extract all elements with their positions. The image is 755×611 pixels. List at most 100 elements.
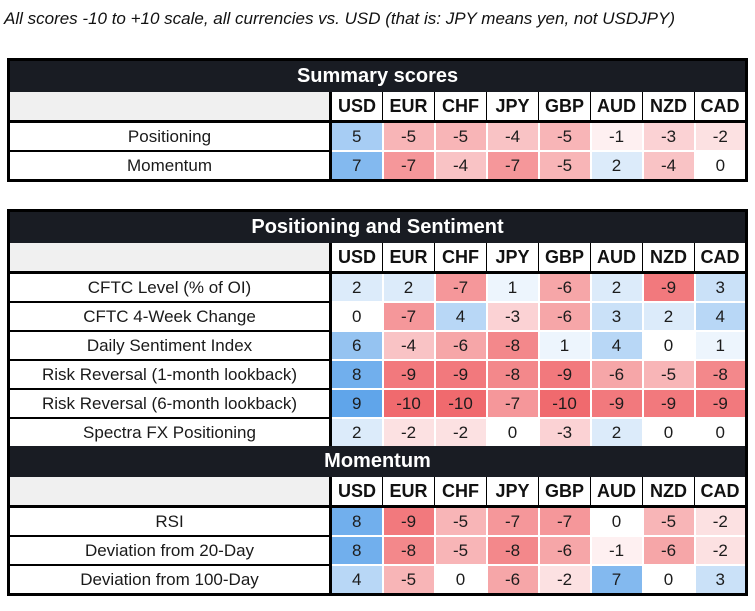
score-cell-eur-deviation-from-20-day: -8 — [381, 535, 435, 565]
score-cell-gbp-risk-reversal-1-month-lookback: -9 — [537, 359, 591, 389]
score-cell-chf-cftc-4-week-change: 4 — [433, 301, 487, 331]
score-cell-eur-deviation-from-100-day: -5 — [381, 564, 435, 595]
table-row-risk-reversal-1-month-lookback: Risk Reversal (1-month lookback) 8 -9 -9 -8-… — [8, 359, 747, 389]
row-label: Positioning — [8, 120, 332, 151]
column-header-jpy: JPY — [486, 243, 539, 274]
score-cell-jpy-daily-sentiment-index: -8 — [485, 330, 539, 360]
table-row-cftc-level-of-oi: CFTC Level (% of OI) 2 2 -7 1 -6 2 -9 3 — [8, 271, 747, 302]
score-cell-usd-cftc-4-week-change: 0 — [329, 301, 383, 331]
score-cell-nzd-risk-reversal-1-month-lookback: -5 — [641, 359, 695, 389]
score-cell-gbp-momentum: -5 — [537, 150, 591, 181]
table-row-rsi: RSI 8 -9 -5 -7 -7 0 -5 -2 — [8, 505, 747, 536]
corner-cell — [8, 243, 332, 274]
score-cell-eur-daily-sentiment-index: -4 — [381, 330, 435, 360]
score-cell-nzd-deviation-from-100-day: 0 — [641, 564, 695, 595]
column-header-chf: CHF — [434, 243, 487, 274]
row-label: Deviation from 20-Day — [8, 535, 332, 565]
score-cell-jpy-risk-reversal-1-month-lookback: -8 — [485, 359, 539, 389]
score-cell-cad-daily-sentiment-index: 1 — [693, 330, 747, 360]
score-cell-chf-deviation-from-20-day: -5 — [433, 535, 487, 565]
column-header-aud: AUD — [590, 92, 643, 123]
score-cell-jpy-deviation-from-20-day: -8 — [485, 535, 539, 565]
score-cell-gbp-daily-sentiment-index: 1 — [537, 330, 591, 360]
score-cell-cad-risk-reversal-1-month-lookback: -8 — [693, 359, 747, 389]
score-cell-eur-risk-reversal-1-month-lookback: -9 — [381, 359, 435, 389]
score-cell-usd-spectra-fx-positioning: 2 — [329, 417, 383, 446]
table-row-spectra-fx-positioning: Spectra FX Positioning 2 -2 -2 0 -3 2 0 0 — [8, 417, 747, 446]
score-cell-usd-risk-reversal-6-month-lookback: 9 — [329, 388, 383, 418]
score-cell-usd-deviation-from-100-day: 4 — [329, 564, 383, 595]
section-header-positioning-and-sentiment: Positioning and Sentiment — [8, 210, 747, 243]
score-cell-jpy-deviation-from-100-day: -6 — [485, 564, 539, 595]
column-header-cad: CAD — [694, 243, 747, 274]
score-cell-aud-deviation-from-20-day: -1 — [589, 535, 643, 565]
column-header-nzd: NZD — [642, 92, 695, 123]
column-header-gbp: GBP — [538, 243, 591, 274]
column-header-nzd: NZD — [642, 477, 695, 508]
column-header-jpy: JPY — [486, 477, 539, 508]
section-header-summary-scores: Summary scores — [8, 59, 747, 92]
column-header-nzd: NZD — [642, 243, 695, 274]
score-cell-gbp-cftc-4-week-change: -6 — [537, 301, 591, 331]
scale-note: All scores -10 to +10 scale, all currenc… — [4, 9, 675, 28]
row-label: Risk Reversal (6-month lookback) — [8, 388, 332, 418]
score-cell-gbp-cftc-level-of-oi: -6 — [537, 271, 591, 302]
score-cell-aud-risk-reversal-6-month-lookback: -9 — [589, 388, 643, 418]
score-cell-usd-risk-reversal-1-month-lookback: 8 — [329, 359, 383, 389]
score-cell-eur-spectra-fx-positioning: -2 — [381, 417, 435, 446]
score-cell-aud-deviation-from-100-day: 7 — [589, 564, 643, 595]
column-header-chf: CHF — [434, 477, 487, 508]
row-label: CFTC Level (% of OI) — [8, 271, 332, 302]
row-label: CFTC 4-Week Change — [8, 301, 332, 331]
score-cell-cad-risk-reversal-6-month-lookback: -9 — [693, 388, 747, 418]
score-cell-jpy-positioning: -4 — [485, 120, 539, 151]
table-row-cftc-4-week-change: CFTC 4-Week Change 0 -7 4 -3 -6 3 2 4 — [8, 301, 747, 331]
column-header-cad: CAD — [694, 477, 747, 508]
score-cell-cad-deviation-from-20-day: -2 — [693, 535, 747, 565]
column-header-eur: EUR — [382, 243, 435, 274]
score-cell-nzd-positioning: -3 — [641, 120, 695, 151]
score-cell-aud-risk-reversal-1-month-lookback: -6 — [589, 359, 643, 389]
score-cell-usd-positioning: 5 — [329, 120, 383, 151]
score-cell-eur-cftc-4-week-change: -7 — [381, 301, 435, 331]
score-cell-gbp-spectra-fx-positioning: -3 — [537, 417, 591, 446]
score-cell-nzd-spectra-fx-positioning: 0 — [641, 417, 695, 446]
score-cell-eur-cftc-level-of-oi: 2 — [381, 271, 435, 302]
score-cell-nzd-cftc-4-week-change: 2 — [641, 301, 695, 331]
table-row-momentum: Momentum 7 -7 -4 -7 -5 2 -4 0 — [8, 150, 747, 181]
column-header-eur: EUR — [382, 92, 435, 123]
score-cell-gbp-rsi: -7 — [537, 505, 591, 536]
score-cell-nzd-risk-reversal-6-month-lookback: -9 — [641, 388, 695, 418]
column-header-aud: AUD — [590, 477, 643, 508]
detail-table: Positioning and Sentiment USD EUR CHF JPY GBP… — [7, 209, 748, 596]
score-cell-nzd-deviation-from-20-day: -6 — [641, 535, 695, 565]
score-cell-gbp-positioning: -5 — [537, 120, 591, 151]
score-cell-chf-spectra-fx-positioning: -2 — [433, 417, 487, 446]
score-cell-nzd-daily-sentiment-index: 0 — [641, 330, 695, 360]
score-cell-usd-rsi: 8 — [329, 505, 383, 536]
score-cell-chf-risk-reversal-1-month-lookback: -9 — [433, 359, 487, 389]
score-cell-cad-rsi: -2 — [693, 505, 747, 536]
score-cell-jpy-cftc-4-week-change: -3 — [485, 301, 539, 331]
score-cell-aud-momentum: 2 — [589, 150, 643, 181]
score-cell-aud-cftc-level-of-oi: 2 — [589, 271, 643, 302]
row-label: Deviation from 100-Day — [8, 564, 332, 595]
row-label: Daily Sentiment Index — [8, 330, 332, 360]
row-label: Momentum — [8, 150, 332, 181]
score-cell-cad-deviation-from-100-day: 3 — [693, 564, 747, 595]
score-cell-chf-positioning: -5 — [433, 120, 487, 151]
score-cell-jpy-spectra-fx-positioning: 0 — [485, 417, 539, 446]
score-cell-jpy-risk-reversal-6-month-lookback: -7 — [485, 388, 539, 418]
score-cell-aud-rsi: 0 — [589, 505, 643, 536]
column-header-jpy: JPY — [486, 92, 539, 123]
table-row-positioning: Positioning 5 -5 -5 -4 -5 -1 -3 -2 — [8, 120, 747, 151]
score-cell-eur-rsi: -9 — [381, 505, 435, 536]
column-header-chf: CHF — [434, 92, 487, 123]
score-cell-gbp-deviation-from-100-day: -2 — [537, 564, 591, 595]
score-cell-eur-momentum: -7 — [381, 150, 435, 181]
table-row-deviation-from-100-day: Deviation from 100-Day 4 -5 0 -6 -2 7 0 3 — [8, 564, 747, 595]
score-cell-aud-daily-sentiment-index: 4 — [589, 330, 643, 360]
score-cell-aud-positioning: -1 — [589, 120, 643, 151]
score-cell-gbp-deviation-from-20-day: -6 — [537, 535, 591, 565]
column-header-gbp: GBP — [538, 477, 591, 508]
